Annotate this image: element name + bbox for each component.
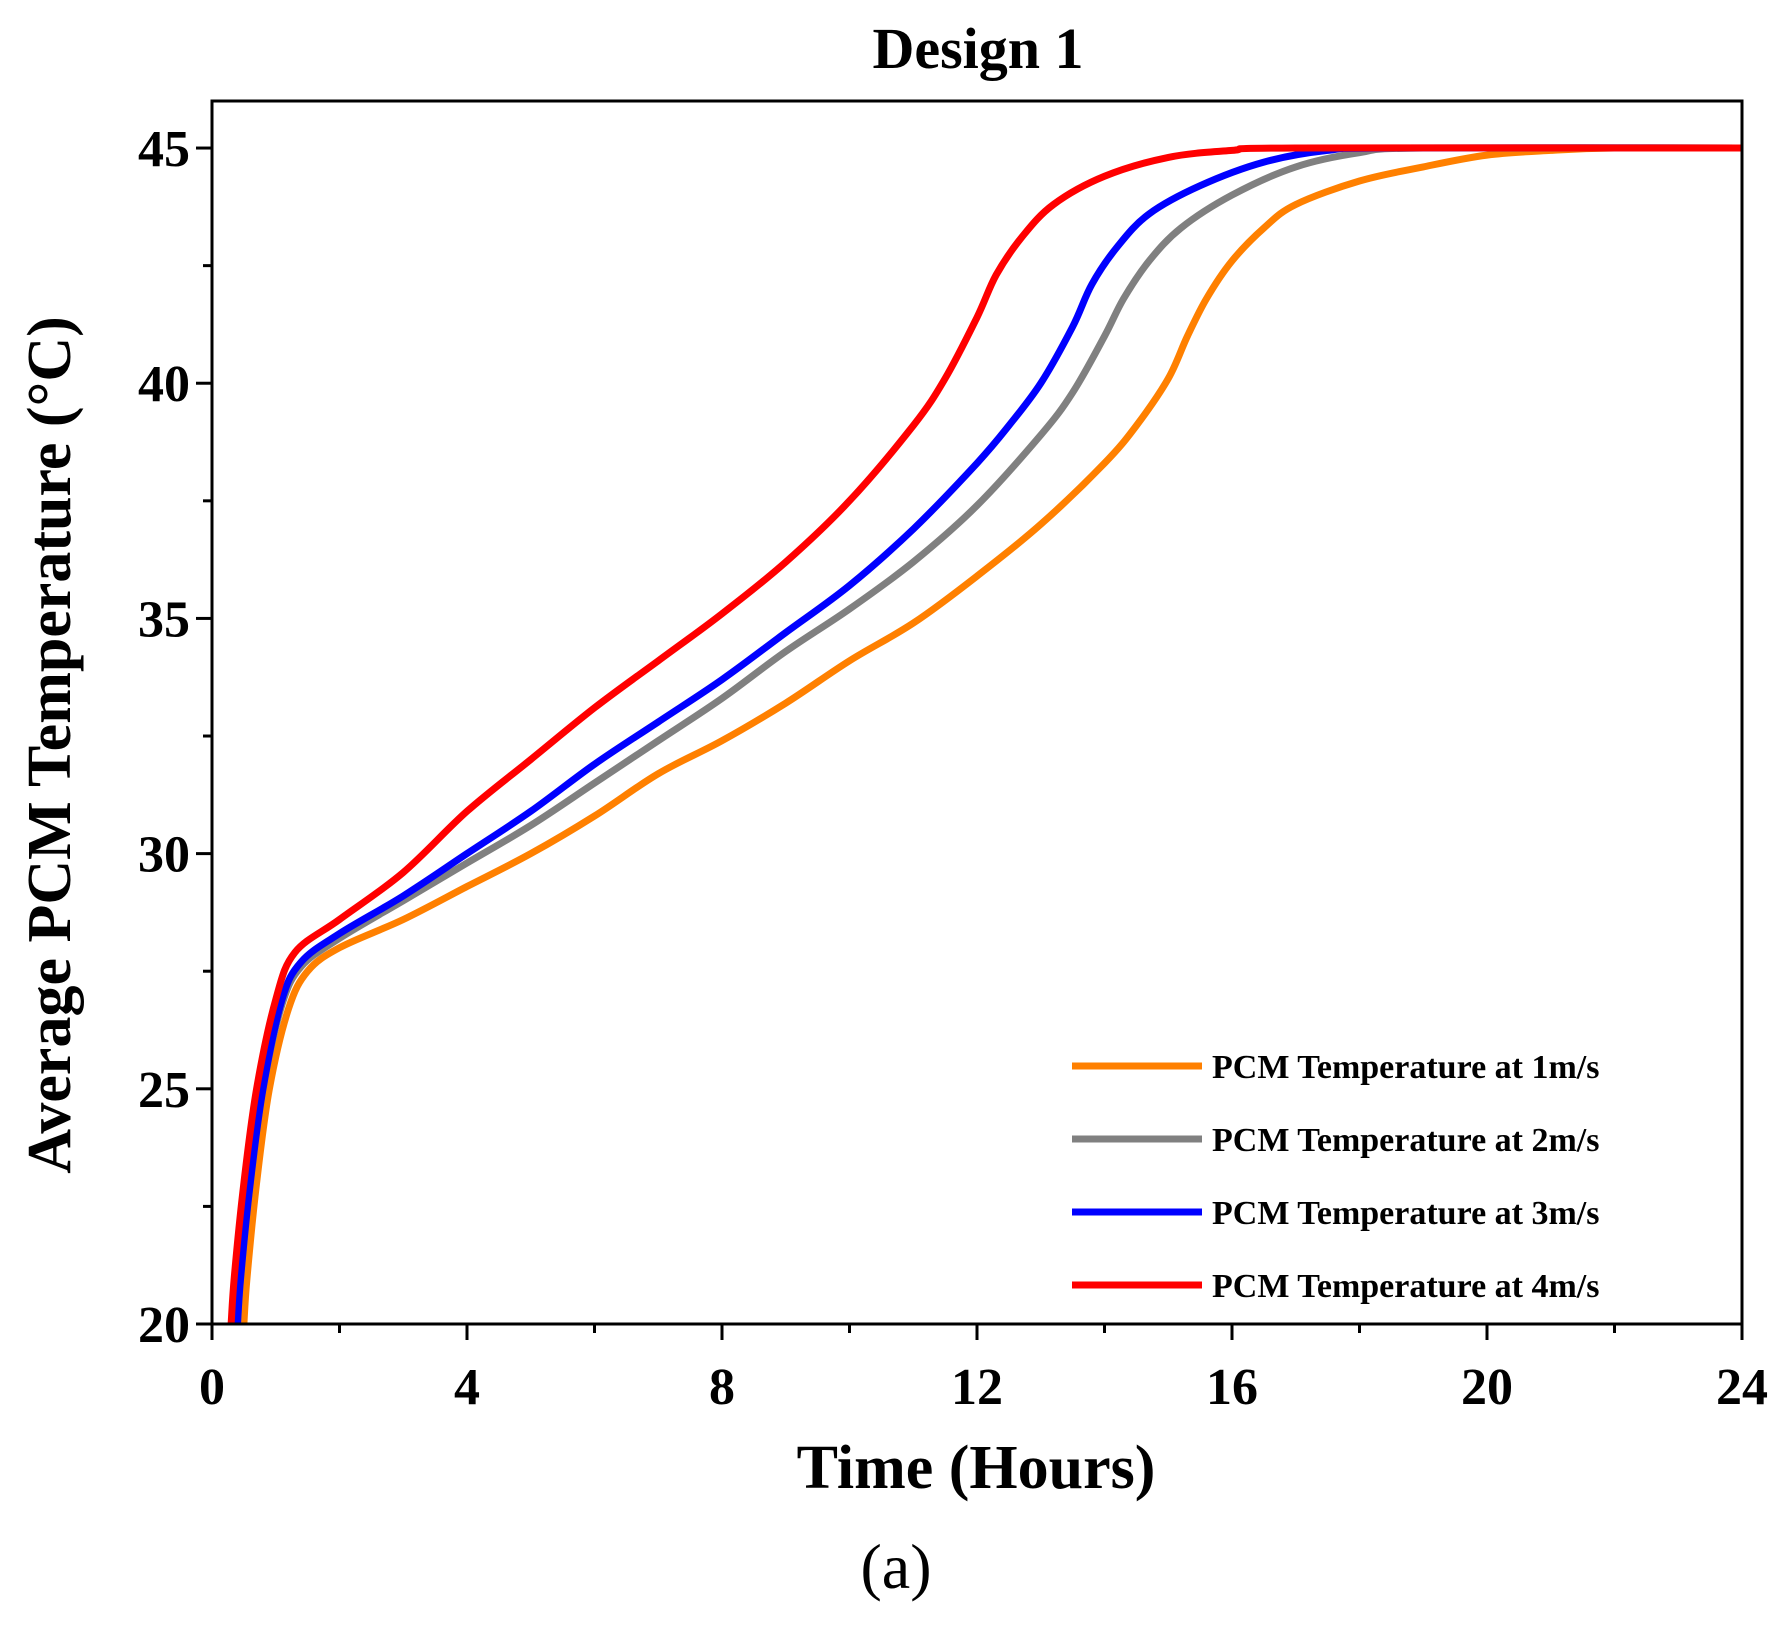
chart-title: Design 1 bbox=[872, 16, 1083, 81]
series-line-1 bbox=[240, 144, 1742, 1324]
series-layer bbox=[227, 144, 1742, 1324]
y-tick-label: 45 bbox=[138, 121, 190, 178]
series-line-4 bbox=[227, 144, 1742, 1324]
x-axis-title: Time (Hours) bbox=[797, 1434, 1156, 1502]
legend-label-4: PCM Temperature at 4m/s bbox=[1212, 1268, 1599, 1305]
y-axis-title: Average PCM Temperature (°C) bbox=[16, 316, 84, 1174]
x-tick-label: 8 bbox=[709, 1359, 735, 1416]
x-tick-label: 12 bbox=[951, 1359, 1003, 1416]
legend-label-2: PCM Temperature at 2m/s bbox=[1212, 1122, 1599, 1159]
y-tick-label: 30 bbox=[138, 827, 190, 884]
y-tick-label: 40 bbox=[138, 356, 190, 413]
x-tick-label: 0 bbox=[199, 1359, 225, 1416]
legend: PCM Temperature at 1m/s PCM Temperature a… bbox=[1072, 1049, 1599, 1305]
y-tick-label: 20 bbox=[138, 1297, 190, 1354]
plot-frame bbox=[210, 99, 1744, 1326]
ticks-layer: 0 4 8 12 16 20 24 20 25 30 35 40 45 bbox=[138, 121, 1768, 1416]
x-tick-label: 16 bbox=[1206, 1359, 1258, 1416]
legend-label-1: PCM Temperature at 1m/s bbox=[1212, 1049, 1599, 1086]
figure-caption: (a) bbox=[860, 1531, 931, 1602]
x-tick-label: 24 bbox=[1716, 1359, 1768, 1416]
x-tick-label: 4 bbox=[454, 1359, 480, 1416]
legend-label-3: PCM Temperature at 3m/s bbox=[1212, 1195, 1599, 1232]
x-tick-label: 20 bbox=[1461, 1359, 1513, 1416]
y-tick-label: 35 bbox=[138, 591, 190, 648]
series-line-3 bbox=[234, 144, 1742, 1324]
y-tick-label: 25 bbox=[138, 1062, 190, 1119]
